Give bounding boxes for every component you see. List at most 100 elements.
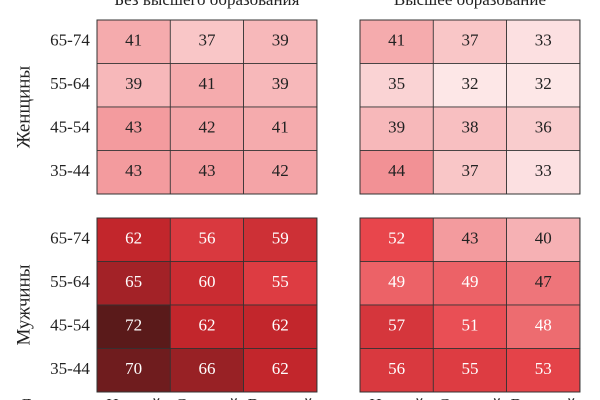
- cell-label: 43: [125, 161, 142, 180]
- column-group-title: Высшее образование: [394, 0, 546, 9]
- heatmap-cell: [243, 63, 318, 108]
- cell-label: 62: [198, 316, 215, 335]
- cell-label: 70: [125, 359, 142, 378]
- heatmap-cell: [96, 348, 171, 393]
- cell-label: 53: [535, 359, 552, 378]
- row-label: 45-54: [50, 118, 90, 137]
- cell-label: 41: [272, 118, 289, 137]
- cell-label: 33: [535, 31, 552, 50]
- col-label: Средний: [175, 395, 238, 400]
- cell-label: 72: [125, 316, 142, 335]
- heatmap-cell: [96, 150, 171, 195]
- row-label: 65-74: [50, 229, 90, 248]
- row-group-label: Мужчины: [13, 264, 34, 345]
- heatmap-cell: [243, 304, 318, 349]
- cell-label: 36: [535, 118, 552, 137]
- heatmap-cell: [432, 261, 507, 306]
- cell-label: 47: [535, 272, 553, 291]
- col-label: Средний: [438, 395, 501, 400]
- heatmap-cell: [359, 19, 434, 64]
- cell-label: 43: [461, 229, 478, 248]
- cell-label: 41: [198, 74, 215, 93]
- heatmap-cell: [506, 348, 581, 393]
- heatmap-cell: [432, 106, 507, 151]
- row-label: 65-74: [50, 31, 90, 50]
- cell-label: 37: [461, 31, 479, 50]
- panel-frame: [359, 217, 581, 393]
- heatmap-cell: [432, 348, 507, 393]
- heatmap-cell: [506, 217, 581, 262]
- col-label: Высокий: [248, 395, 313, 400]
- heatmap-cell: [243, 150, 318, 195]
- cell-label: 32: [461, 74, 478, 93]
- panel-frame: [96, 217, 318, 393]
- heatmap-cell: [169, 348, 245, 393]
- heatmap-cell: [96, 19, 171, 64]
- cell-label: 62: [125, 229, 142, 248]
- col-label: Низкий: [106, 395, 161, 400]
- heatmap-cell: [506, 63, 581, 108]
- cell-label: 39: [125, 74, 142, 93]
- col-label: Высокий: [511, 395, 576, 400]
- cell-label: 60: [198, 272, 215, 291]
- cell-label: 43: [125, 118, 142, 137]
- panel-frame: [359, 19, 581, 195]
- cell-label: 56: [198, 229, 215, 248]
- cell-label: 48: [535, 316, 552, 335]
- heatmap-cell: [169, 106, 245, 151]
- row-label: 55-64: [50, 74, 90, 93]
- cell-label: 39: [272, 74, 289, 93]
- row-label: 45-54: [50, 316, 90, 335]
- cell-label: 39: [388, 118, 405, 137]
- cell-label: 40: [535, 229, 552, 248]
- cell-label: 44: [388, 161, 406, 180]
- cell-label: 49: [461, 272, 478, 291]
- heatmap-cell: [432, 304, 507, 349]
- col-title: Доход: [20, 395, 65, 400]
- heatmap-cell: [506, 304, 581, 349]
- heatmap-cell: [432, 63, 507, 108]
- cell-label: 51: [461, 316, 478, 335]
- column-group-title: Без высшего образования: [114, 0, 299, 9]
- cell-label: 42: [198, 118, 215, 137]
- cell-label: 59: [272, 229, 289, 248]
- cell-label: 52: [388, 229, 405, 248]
- cell-label: 66: [198, 359, 215, 378]
- cell-label: 41: [125, 31, 142, 50]
- row-group-label: Женщины: [13, 66, 34, 149]
- panel-frame: [96, 19, 318, 195]
- cell-label: 37: [461, 161, 479, 180]
- heatmap-cell: [359, 63, 434, 108]
- cell-label: 55: [272, 272, 289, 291]
- cell-label: 35: [388, 74, 405, 93]
- heatmap-cell: [169, 304, 245, 349]
- heatmap-cell: [96, 304, 171, 349]
- cell-label: 55: [461, 359, 478, 378]
- heatmap-cell: [506, 106, 581, 151]
- row-label: 35-44: [50, 359, 90, 378]
- col-label: Низкий: [369, 395, 424, 400]
- cell-label: 38: [461, 118, 478, 137]
- cell-label: 33: [535, 161, 552, 180]
- cell-label: 57: [388, 316, 406, 335]
- cell-label: 62: [272, 359, 289, 378]
- cell-label: 62: [272, 316, 289, 335]
- heatmap-cell: [432, 150, 507, 195]
- row-label: 55-64: [50, 272, 90, 291]
- row-label: 35-44: [50, 161, 90, 180]
- heatmap-cell: [169, 19, 245, 64]
- heatmap-cell: [96, 63, 171, 108]
- cell-label: 32: [535, 74, 552, 93]
- cell-label: 49: [388, 272, 405, 291]
- cell-label: 56: [388, 359, 405, 378]
- cell-label: 42: [272, 161, 289, 180]
- heatmap-cell: [432, 19, 507, 64]
- cell-label: 65: [125, 272, 142, 291]
- heatmap-cell: [359, 304, 434, 349]
- cell-label: 41: [388, 31, 405, 50]
- cell-label: 43: [198, 161, 215, 180]
- heatmap-cell: [169, 261, 245, 306]
- cell-label: 39: [272, 31, 289, 50]
- heatmap-cell: [359, 261, 434, 306]
